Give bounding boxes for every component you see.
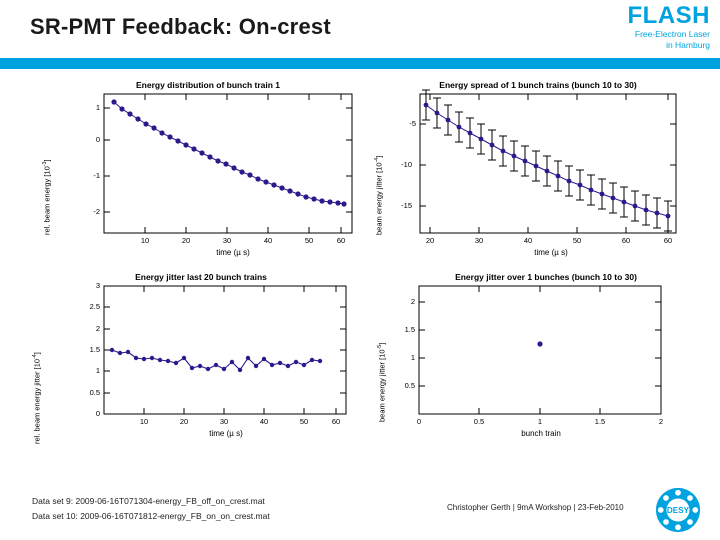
xtick-top-right-0: 20 <box>425 236 435 245</box>
xtick-bottom-right-0: 0 <box>416 417 422 426</box>
xtick-bottom-right-2: 1 <box>537 417 543 426</box>
chart-title-top-right: Energy spread of 1 bunch trains (bunch 1… <box>439 80 637 90</box>
xtick-bottom-right-1: 0.5 <box>473 417 485 426</box>
dataset-line-1: Data set 9: 2009-06-16T071304-energy_FB_… <box>32 496 265 506</box>
ytick-bottom-left-5: 2.5 <box>89 302 100 311</box>
ytick-bottom-right-0: 0.5 <box>404 381 415 390</box>
x-axis-label-bottom-left: time (µ s) <box>209 429 243 438</box>
chart-energy-jitter-bunches: Energy jitter over 1 bunches (bunch 10 t… <box>371 272 711 462</box>
xtick-top-right-4: 60 <box>621 236 631 245</box>
ytick-top-right-1: -10 <box>401 160 412 169</box>
xtick-top-left-3: 40 <box>263 236 273 245</box>
chart-title-top-left: Energy distribution of bunch train 1 <box>135 80 281 90</box>
ytick-top-right-0: -5 <box>409 119 416 128</box>
flash-subtitle-line1: Free-Electron Laser <box>634 29 710 39</box>
x-axis-label-top-left: time (µ s) <box>216 248 250 257</box>
page-footer: Data set 9: 2009-06-16T071304-energy_FB_… <box>0 482 720 540</box>
flash-subtitle-line2: in Hamburg <box>666 40 710 50</box>
svg-text:DESY: DESY <box>667 506 690 515</box>
xtick-top-left-4: 50 <box>304 236 314 245</box>
xtick-bottom-left-5: 60 <box>331 417 341 426</box>
flash-brand: FLASH Free-Electron Laser in Hamburg <box>628 3 711 51</box>
xtick-bottom-right-3: 1.5 <box>594 417 606 426</box>
ytick-bottom-left-2: 1 <box>95 366 100 375</box>
page-title: SR-PMT Feedback: On-crest <box>30 14 331 39</box>
header-accent-bar <box>0 58 720 69</box>
ytick-bottom-left-0: 0 <box>95 409 100 418</box>
flash-wordmark: FLASH <box>627 2 710 29</box>
xtick-bottom-left-0: 10 <box>139 417 149 426</box>
chart-canvas-top-left <box>103 93 353 234</box>
xtick-bottom-right-4: 2 <box>658 417 664 426</box>
chart-canvas-top-right <box>419 89 677 234</box>
xtick-bottom-left-2: 30 <box>219 417 229 426</box>
x-axis-label-top-right: time (µ s) <box>534 248 568 257</box>
chart-energy-spread: Energy spread of 1 bunch trains (bunch 1… <box>368 80 708 270</box>
xtick-top-left-2: 30 <box>222 236 232 245</box>
xtick-top-right-2: 40 <box>523 236 533 245</box>
xtick-bottom-left-3: 40 <box>259 417 269 426</box>
page-header: SR-PMT Feedback: On-crest FLASH Free-Ele… <box>0 0 720 62</box>
xtick-top-left-1: 20 <box>181 236 191 245</box>
ytick-top-left-0: -2 <box>93 207 100 216</box>
ytick-top-left-3: 1 <box>95 103 100 112</box>
xtick-top-left-0: 10 <box>140 236 150 245</box>
chart-title-bottom-right: Energy jitter over 1 bunches (bunch 10 t… <box>455 272 637 282</box>
footer-credit: Christopher Gerth | 9mA Workshop | 23-Fe… <box>447 503 624 512</box>
chart-energy-jitter-trains: Energy jitter last 20 bunch trains rel. … <box>26 272 371 462</box>
xtick-top-left-5: 60 <box>336 236 346 245</box>
dataset-line-2: Data set 10: 2009-06-16T071812-energy_FB… <box>32 511 270 521</box>
ytick-top-right-2: -15 <box>401 201 412 210</box>
desy-logo-icon: DESY <box>655 487 701 533</box>
ytick-bottom-left-1: 0.5 <box>89 388 100 397</box>
xtick-bottom-left-4: 50 <box>299 417 309 426</box>
xtick-bottom-left-1: 20 <box>179 417 189 426</box>
chart-title-bottom-left: Energy jitter last 20 bunch trains <box>135 272 267 282</box>
xtick-top-right-3: 50 <box>572 236 582 245</box>
ytick-bottom-right-3: 2 <box>410 297 415 306</box>
xtick-top-right-1: 30 <box>474 236 484 245</box>
ytick-bottom-left-4: 2 <box>95 324 100 333</box>
x-axis-label-bottom-right: bunch train <box>521 429 561 438</box>
ytick-bottom-left-6: 3 <box>95 281 100 290</box>
ytick-bottom-right-2: 1.5 <box>404 325 415 334</box>
ytick-top-left-1: -1 <box>93 171 100 180</box>
chart-energy-distribution: Energy distribution of bunch train 1 rel… <box>38 80 368 270</box>
ytick-bottom-left-3: 1.5 <box>89 345 100 354</box>
plot-grid: Energy distribution of bunch train 1 rel… <box>0 70 720 480</box>
xtick-top-right-5: 60 <box>663 236 673 245</box>
ytick-top-left-2: 0 <box>95 135 100 144</box>
chart-canvas-bottom-left <box>103 285 347 415</box>
ytick-bottom-right-1: 1 <box>410 353 415 362</box>
chart-canvas-bottom-right <box>418 285 662 415</box>
dataset-notes: Data set 9: 2009-06-16T071304-energy_FB_… <box>32 494 270 524</box>
